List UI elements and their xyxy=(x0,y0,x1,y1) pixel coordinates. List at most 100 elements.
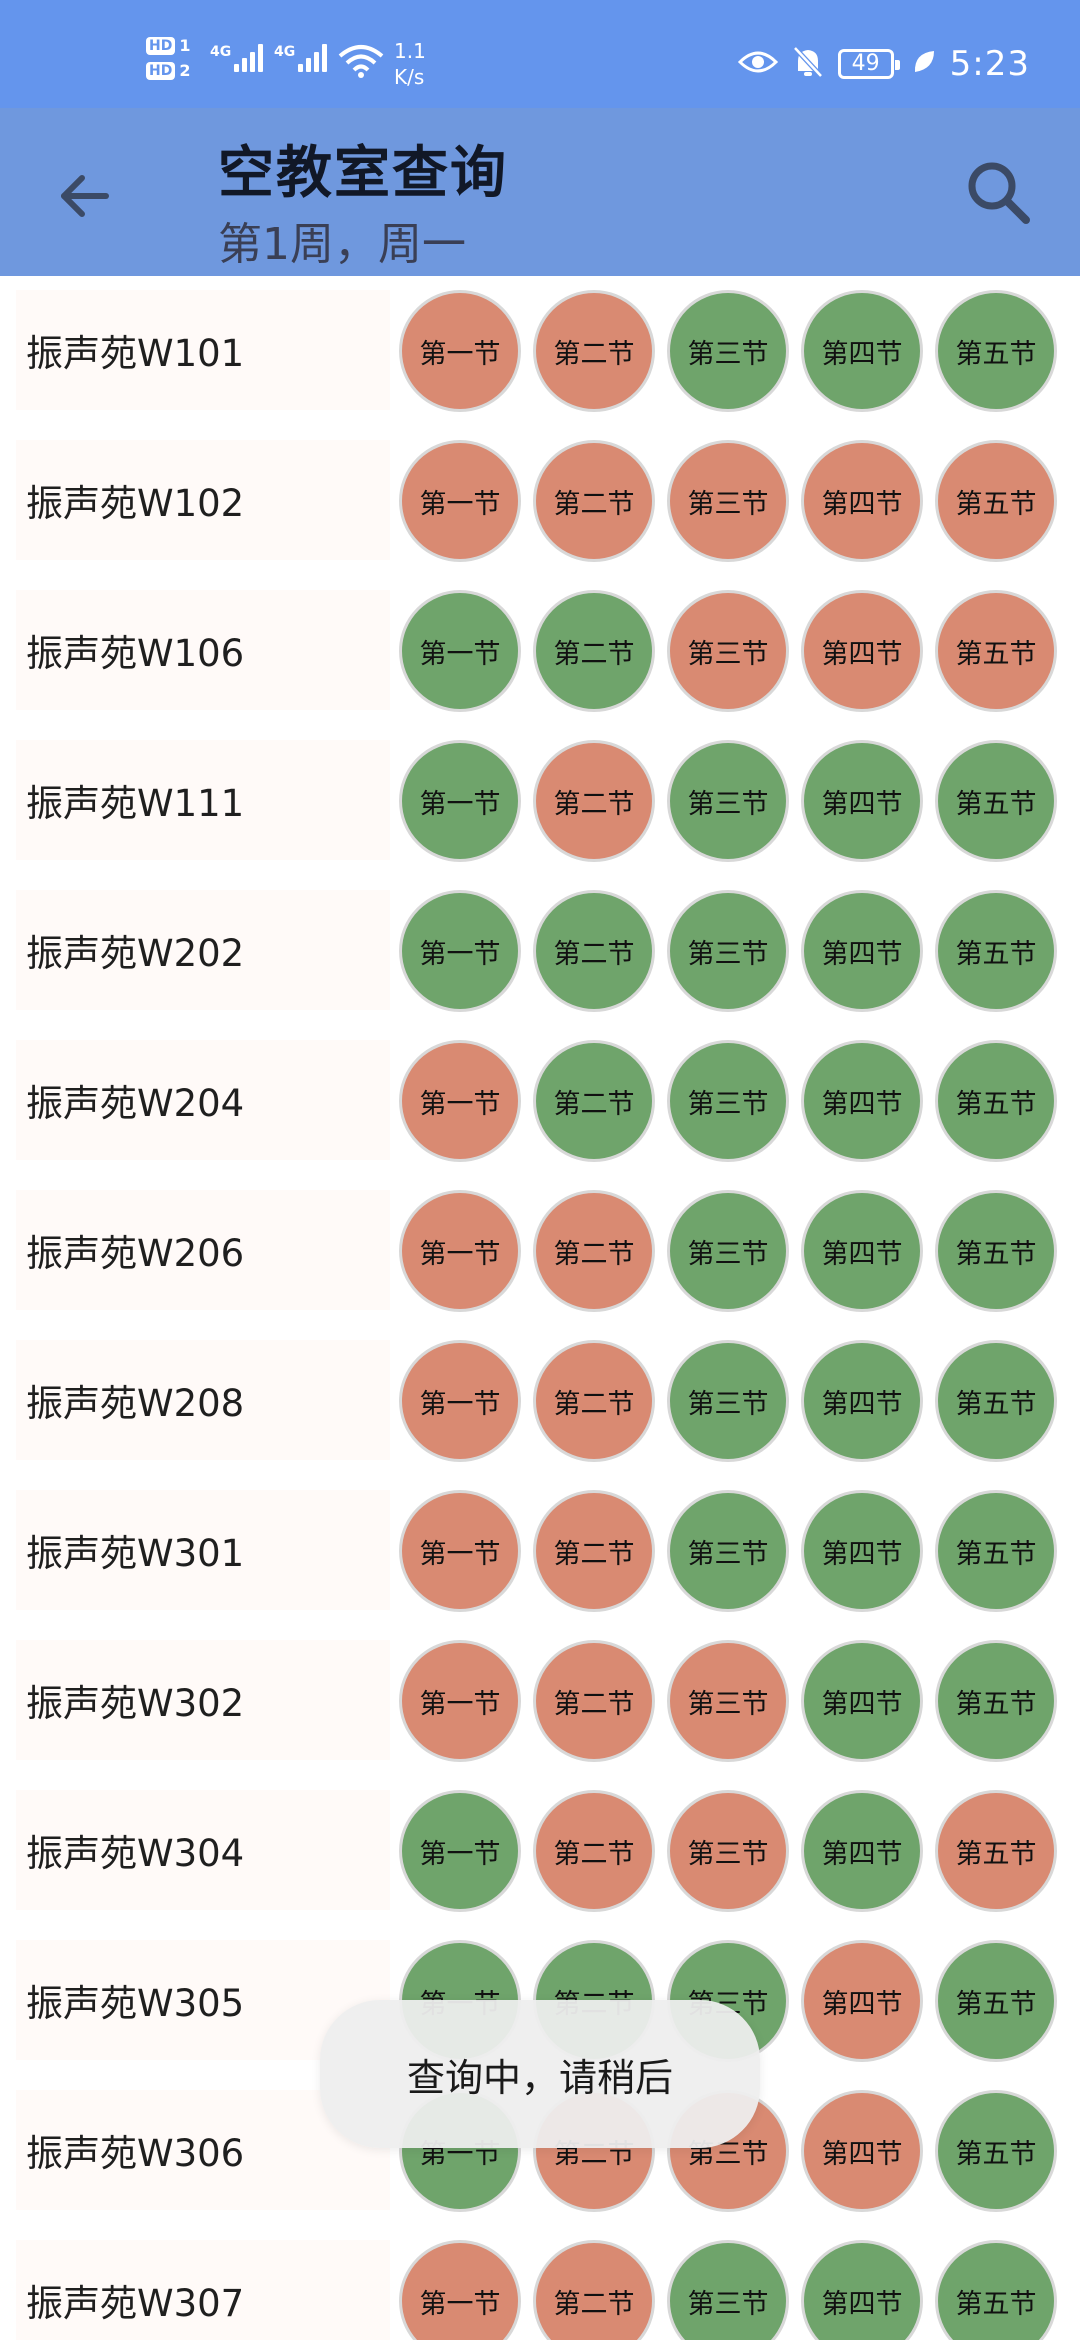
period-5-free[interactable]: 第五节 xyxy=(935,1940,1057,2062)
bell-off-icon xyxy=(792,45,824,83)
sim1-indicator: HD 1 xyxy=(146,36,190,55)
period-3-free[interactable]: 第三节 xyxy=(667,740,789,862)
search-icon xyxy=(968,162,1030,224)
network-type: 4G xyxy=(210,44,232,60)
period-3-free[interactable]: 第三节 xyxy=(667,1190,789,1312)
period-1-occupied[interactable]: 第一节 xyxy=(399,1190,521,1312)
period-4-free[interactable]: 第四节 xyxy=(801,1340,923,1462)
room-row: 振声苑W302 第一节 第二节 第三节 第四节 第五节 xyxy=(0,1626,1080,1776)
period-3-free[interactable]: 第三节 xyxy=(667,1340,789,1462)
period-4-free[interactable]: 第四节 xyxy=(801,1490,923,1612)
period-5-free[interactable]: 第五节 xyxy=(935,1340,1057,1462)
period-5-free[interactable]: 第五节 xyxy=(935,290,1057,412)
period-4-free[interactable]: 第四节 xyxy=(801,290,923,412)
network-type: 4G xyxy=(274,44,296,60)
period-5-free[interactable]: 第五节 xyxy=(935,1190,1057,1312)
period-2-occupied[interactable]: 第二节 xyxy=(533,1640,655,1762)
room-row: 振声苑W206 第一节 第二节 第三节 第四节 第五节 xyxy=(0,1176,1080,1326)
room-name: 振声苑W101 xyxy=(16,290,390,410)
period-3-occupied[interactable]: 第三节 xyxy=(667,1640,789,1762)
period-3-occupied[interactable]: 第三节 xyxy=(667,440,789,562)
period-2-occupied[interactable]: 第二节 xyxy=(533,1790,655,1912)
period-2-occupied[interactable]: 第二节 xyxy=(533,1340,655,1462)
period-1-occupied[interactable]: 第一节 xyxy=(399,2240,521,2340)
period-2-occupied[interactable]: 第二节 xyxy=(533,1190,655,1312)
search-button[interactable] xyxy=(956,150,1040,234)
period-2-occupied[interactable]: 第二节 xyxy=(533,2240,655,2340)
period-1-occupied[interactable]: 第一节 xyxy=(399,1040,521,1162)
period-2-free[interactable]: 第二节 xyxy=(533,590,655,712)
room-name: 振声苑W106 xyxy=(16,590,390,710)
room-name: 振声苑W304 xyxy=(16,1790,390,1910)
loading-toast: 查询中，请稍后 xyxy=(320,2000,760,2148)
period-2-occupied[interactable]: 第二节 xyxy=(533,740,655,862)
page-title: 空教室查询 xyxy=(218,141,508,206)
period-4-occupied[interactable]: 第四节 xyxy=(801,590,923,712)
period-1-occupied[interactable]: 第一节 xyxy=(399,1340,521,1462)
period-1-free[interactable]: 第一节 xyxy=(399,1790,521,1912)
room-name: 振声苑W204 xyxy=(16,1040,390,1160)
period-3-free[interactable]: 第三节 xyxy=(667,2240,789,2340)
period-1-free[interactable]: 第一节 xyxy=(399,590,521,712)
sim2-indicator: HD 2 xyxy=(146,61,190,80)
period-1-occupied[interactable]: 第一节 xyxy=(399,1640,521,1762)
eye-icon xyxy=(737,48,778,80)
room-name: 振声苑W111 xyxy=(16,740,390,860)
period-2-occupied[interactable]: 第二节 xyxy=(533,290,655,412)
period-5-free[interactable]: 第五节 xyxy=(935,2240,1057,2340)
room-name: 振声苑W301 xyxy=(16,1490,390,1610)
period-4-free[interactable]: 第四节 xyxy=(801,1640,923,1762)
period-1-occupied[interactable]: 第一节 xyxy=(399,1490,521,1612)
period-5-free[interactable]: 第五节 xyxy=(935,890,1057,1012)
period-3-free[interactable]: 第三节 xyxy=(667,290,789,412)
room-row: 振声苑W101 第一节 第二节 第三节 第四节 第五节 xyxy=(0,276,1080,426)
sim-number: 1 xyxy=(179,36,191,55)
period-3-occupied[interactable]: 第三节 xyxy=(667,590,789,712)
period-5-occupied[interactable]: 第五节 xyxy=(935,440,1057,562)
period-4-occupied[interactable]: 第四节 xyxy=(801,2090,923,2212)
period-3-free[interactable]: 第三节 xyxy=(667,1490,789,1612)
period-4-free[interactable]: 第四节 xyxy=(801,1040,923,1162)
period-1-occupied[interactable]: 第一节 xyxy=(399,290,521,412)
period-2-free[interactable]: 第二节 xyxy=(533,890,655,1012)
back-button[interactable] xyxy=(48,160,120,232)
period-2-occupied[interactable]: 第二节 xyxy=(533,440,655,562)
period-5-free[interactable]: 第五节 xyxy=(935,2090,1057,2212)
period-1-free[interactable]: 第一节 xyxy=(399,740,521,862)
period-5-free[interactable]: 第五节 xyxy=(935,740,1057,862)
period-5-occupied[interactable]: 第五节 xyxy=(935,1790,1057,1912)
period-4-free[interactable]: 第四节 xyxy=(801,2240,923,2340)
room-row: 振声苑W111 第一节 第二节 第三节 第四节 第五节 xyxy=(0,726,1080,876)
period-5-occupied[interactable]: 第五节 xyxy=(935,590,1057,712)
period-1-free[interactable]: 第一节 xyxy=(399,890,521,1012)
wifi-icon xyxy=(338,44,384,82)
room-row: 振声苑W307 第一节 第二节 第三节 第四节 第五节 xyxy=(0,2226,1080,2340)
period-4-free[interactable]: 第四节 xyxy=(801,890,923,1012)
period-5-free[interactable]: 第五节 xyxy=(935,1640,1057,1762)
period-4-occupied[interactable]: 第四节 xyxy=(801,1940,923,2062)
period-2-free[interactable]: 第二节 xyxy=(533,1040,655,1162)
room-row: 振声苑W106 第一节 第二节 第三节 第四节 第五节 xyxy=(0,576,1080,726)
period-3-occupied[interactable]: 第三节 xyxy=(667,1790,789,1912)
period-3-free[interactable]: 第三节 xyxy=(667,1040,789,1162)
network-speed: 1.1 K/s xyxy=(394,38,426,90)
room-row: 振声苑W102 第一节 第二节 第三节 第四节 第五节 xyxy=(0,426,1080,576)
period-2-occupied[interactable]: 第二节 xyxy=(533,1490,655,1612)
period-5-free[interactable]: 第五节 xyxy=(935,1490,1057,1612)
room-row: 振声苑W202 第一节 第二节 第三节 第四节 第五节 xyxy=(0,876,1080,1026)
room-name: 振声苑W302 xyxy=(16,1640,390,1760)
speed-unit: K/s xyxy=(394,65,425,89)
status-right: 49 5:23 xyxy=(737,44,1030,84)
period-1-occupied[interactable]: 第一节 xyxy=(399,440,521,562)
period-4-occupied[interactable]: 第四节 xyxy=(801,440,923,562)
period-4-free[interactable]: 第四节 xyxy=(801,1790,923,1912)
room-row: 振声苑W304 第一节 第二节 第三节 第四节 第五节 xyxy=(0,1776,1080,1926)
room-name: 振声苑W208 xyxy=(16,1340,390,1460)
sim-number: 2 xyxy=(179,61,191,80)
period-4-free[interactable]: 第四节 xyxy=(801,1190,923,1312)
period-3-free[interactable]: 第三节 xyxy=(667,890,789,1012)
battery-icon: 49 xyxy=(837,49,900,79)
period-5-free[interactable]: 第五节 xyxy=(935,1040,1057,1162)
period-4-free[interactable]: 第四节 xyxy=(801,740,923,862)
